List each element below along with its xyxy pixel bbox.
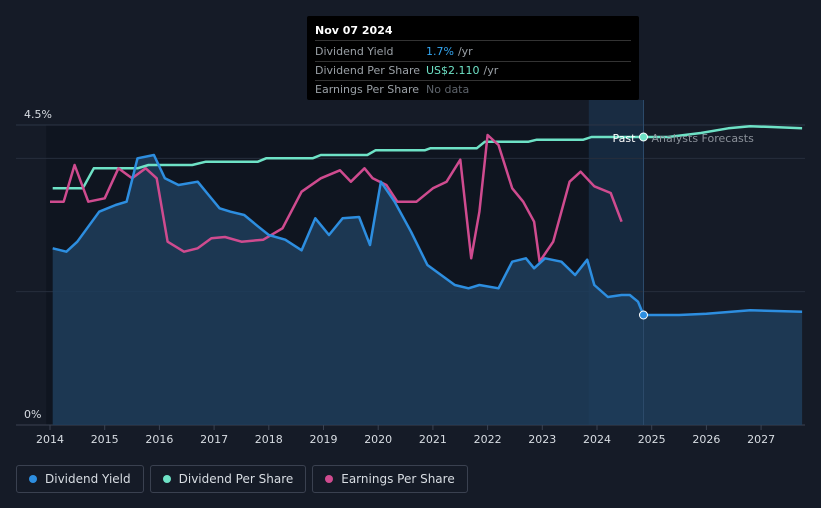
legend-item-dividend-per-share[interactable]: Dividend Per Share — [149, 465, 307, 493]
legend: Dividend Yield Dividend Per Share Earnin… — [16, 465, 474, 493]
legend-dot-icon — [29, 475, 37, 483]
earnings-per-share-line — [50, 133, 623, 263]
legend-dot-icon — [162, 475, 171, 483]
tooltip-label: Dividend Per Share — [315, 64, 421, 77]
legend-item-dividend-yield[interactable]: Dividend Yield — [16, 465, 144, 493]
y-axis-top-label: 4.5% — [24, 108, 52, 121]
x-tick-label: 2014 — [36, 433, 64, 446]
tooltip-unit: /yr — [457, 45, 473, 58]
x-tick-label: 2022 — [474, 433, 502, 446]
x-tick-label: 2018 — [255, 433, 283, 446]
x-tick-label: 2016 — [145, 433, 173, 446]
x-tick-label: 2027 — [747, 433, 775, 446]
x-tick-label: 2015 — [91, 433, 119, 446]
x-tick-label: 2025 — [638, 433, 666, 446]
tooltip-value: US$2.110 — [426, 64, 480, 77]
x-tick-label: 2024 — [583, 433, 611, 446]
legend-label: Earnings Per Share — [341, 472, 455, 486]
dividend-yield-marker[interactable] — [638, 310, 648, 320]
tooltip-row-dividend-per-share: Dividend Per Share US$2.110 /yr — [315, 62, 631, 81]
x-tick-label: 2017 — [200, 433, 228, 446]
tooltip-row-dividend-yield: Dividend Yield 1.7% /yr — [315, 43, 631, 62]
tooltip-label: Earnings Per Share — [315, 83, 420, 96]
dividend-per-share-line — [52, 125, 803, 190]
y-axis-bottom-label: 0% — [24, 408, 41, 421]
legend-label: Dividend Per Share — [178, 472, 294, 486]
tooltip: Nov 07 2024 Dividend Yield 1.7% /yr Divi… — [307, 16, 639, 100]
x-axis-ticks: 2014 2015 2016 2017 2018 2019 2020 2021 2022 2023… — [36, 425, 775, 446]
past-label: Past — [613, 132, 637, 145]
tooltip-unit: /yr — [483, 64, 499, 77]
x-tick-label: 2021 — [419, 433, 447, 446]
tooltip-value: No data — [426, 83, 470, 96]
x-tick-label: 2020 — [364, 433, 392, 446]
dividend-yield-area — [52, 155, 803, 425]
legend-item-earnings-per-share[interactable]: Earnings Per Share — [312, 465, 468, 493]
tooltip-row-earnings-per-share: Earnings Per Share No data — [315, 81, 631, 99]
dividend-yield-line — [52, 153, 803, 317]
forecast-label: Analysts Forecasts — [651, 132, 754, 145]
x-tick-label: 2023 — [528, 433, 556, 446]
legend-dot-icon — [325, 475, 334, 483]
tooltip-date: Nov 07 2024 — [315, 24, 631, 41]
x-tick-label: 2026 — [692, 433, 720, 446]
legend-label: Dividend Yield — [45, 472, 131, 486]
x-tick-label: 2019 — [310, 433, 338, 446]
tooltip-label: Dividend Yield — [315, 45, 394, 58]
tooltip-value: 1.7% — [426, 45, 454, 58]
dividend-per-share-marker[interactable] — [638, 132, 648, 142]
